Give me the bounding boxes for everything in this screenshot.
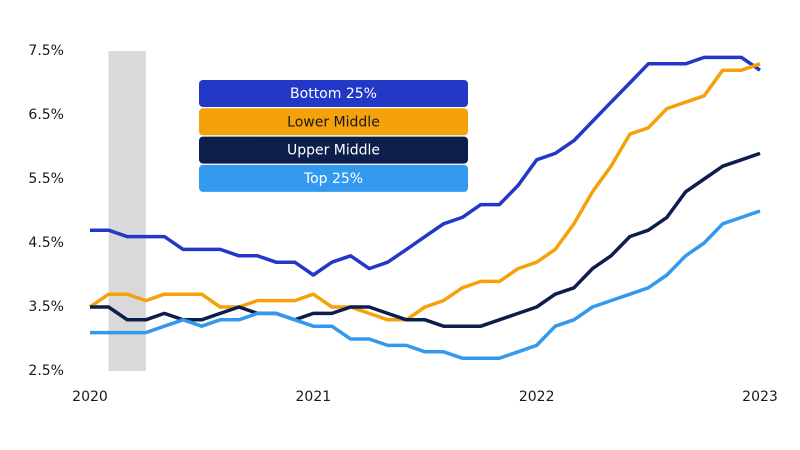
legend-label: Bottom 25% — [290, 86, 377, 102]
y-tick-label: 7.5% — [28, 43, 64, 59]
y-tick-label: 6.5% — [28, 107, 64, 123]
y-tick-label: 5.5% — [28, 171, 64, 187]
legend-swatch — [199, 136, 468, 164]
y-tick-label: 4.5% — [28, 235, 64, 251]
legend-swatch — [199, 164, 468, 192]
x-tick-label: 2022 — [519, 389, 555, 405]
series-line — [90, 209, 761, 360]
y-tick-label: 3.5% — [28, 299, 64, 315]
legend-swatch — [199, 80, 468, 107]
x-tick-label: 2023 — [742, 389, 778, 405]
y-tick-label: 2.5% — [28, 363, 64, 379]
shaded-region — [108, 51, 146, 371]
series-line — [90, 55, 761, 277]
legend-label: Upper Middle — [287, 143, 380, 159]
legend-label: Top 25% — [303, 171, 363, 187]
legend-label: Lower Middle — [287, 114, 380, 130]
series-line — [89, 62, 761, 322]
legend-swatch — [199, 108, 468, 136]
series-line — [90, 151, 761, 328]
x-tick-label: 2021 — [296, 389, 332, 405]
x-tick-label: 2020 — [72, 389, 108, 405]
